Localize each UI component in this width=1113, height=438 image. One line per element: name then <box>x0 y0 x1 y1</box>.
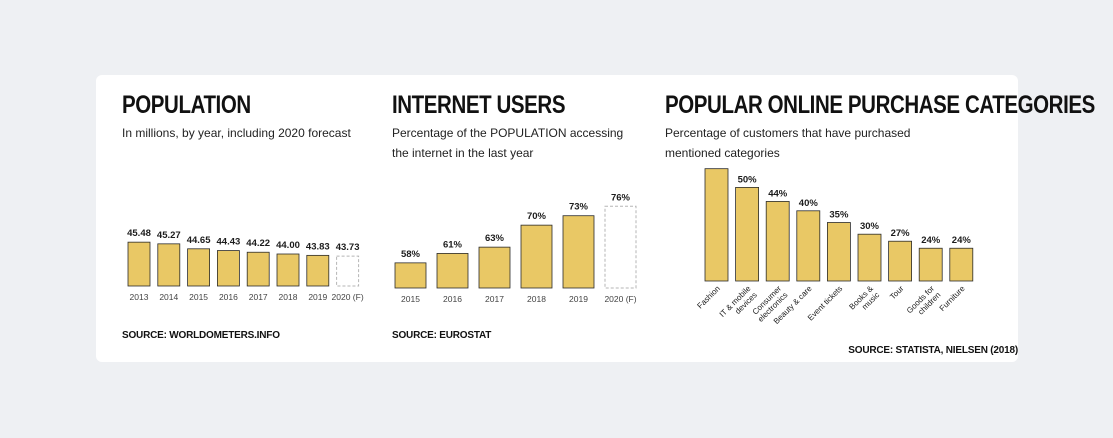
population-bar <box>187 248 210 287</box>
internet-users-value-label: 73% <box>569 202 589 213</box>
categories-source: SOURCE: STATISTA, NIELSEN (2018) <box>848 345 1018 356</box>
internet-users-bar <box>394 262 427 289</box>
category-value-label: 44% <box>768 188 788 199</box>
internet-users-value-label: 61% <box>443 239 463 250</box>
population-bar <box>306 254 330 287</box>
internet-users-tick-label: 2015 <box>401 294 420 304</box>
category-value-label: 24% <box>952 235 972 246</box>
population-tick-label: 2015 <box>189 292 208 302</box>
population-bar <box>276 253 300 287</box>
category-bar <box>735 186 759 282</box>
categories-panel: POPULAR ONLINE PURCHASE CATEGORIES Perce… <box>665 75 1095 362</box>
category-value-label: 50% <box>738 174 758 185</box>
internet-users-bar <box>562 215 595 289</box>
category-tick-label-line: Fashion <box>695 284 721 310</box>
category-bar <box>888 240 913 282</box>
category-tick-label: Books &music <box>847 284 881 318</box>
population-source: SOURCE: WORLDOMETERS.INFO <box>122 330 280 341</box>
population-value-label: 45.27 <box>157 230 181 241</box>
category-value-label: 24% <box>921 235 941 246</box>
category-tick-label: Fashion <box>695 284 721 310</box>
population-bar <box>336 255 360 287</box>
internet-users-subtitle: Percentage of the POPULATION accessing t… <box>392 123 623 163</box>
categories-title: POPULAR ONLINE PURCHASE CATEGORIES <box>665 91 1095 119</box>
internet-users-value-label: 63% <box>485 233 505 244</box>
category-value-label: 35% <box>829 210 849 221</box>
population-bar <box>217 250 240 287</box>
internet-users-bar <box>436 253 469 289</box>
internet-users-bar <box>520 224 553 289</box>
population-value-label: 44.00 <box>276 240 300 251</box>
population-value-label: 45.48 <box>127 228 151 239</box>
category-value-label: 30% <box>860 221 880 232</box>
population-title: POPULATION <box>122 91 251 119</box>
internet-users-value-label: 76% <box>611 192 631 203</box>
category-bar <box>796 210 821 282</box>
categories-subtitle: Percentage of customers that have purcha… <box>665 123 910 163</box>
population-value-label: 44.43 <box>217 237 241 248</box>
category-value-label: 27% <box>891 228 911 239</box>
internet-users-title: INTERNET USERS <box>392 91 566 119</box>
category-tick-label-line: Furniture <box>938 284 967 313</box>
internet-users-bar <box>478 246 511 289</box>
internet-users-tick-label: 2020 (F) <box>604 294 636 304</box>
population-tick-label: 2013 <box>130 292 149 302</box>
category-tick-label: Tour <box>888 284 906 302</box>
category-bar <box>704 168 729 282</box>
categories-subtitle-line1: Percentage of customers that have purcha… <box>665 126 911 140</box>
population-value-label: 44.65 <box>187 235 211 246</box>
internet-users-value-label: 58% <box>401 249 421 260</box>
category-bar <box>857 233 882 282</box>
population-tick-label: 2019 <box>308 292 327 302</box>
population-value-label: 43.83 <box>306 241 330 252</box>
internet-users-chart: 58% 2015 61% 2016 63% 2017 70% 2018 73% 2019 76% 20… <box>394 192 637 304</box>
population-bar <box>127 241 151 287</box>
internet-subtitle-line2: the internet in the last year <box>392 146 534 160</box>
internet-users-tick-label: 2016 <box>443 294 462 304</box>
internet-users-tick-label: 2017 <box>485 294 504 304</box>
internet-users-tick-label: 2018 <box>527 294 546 304</box>
category-value-label: 40% <box>799 198 819 209</box>
population-tick-label: 2014 <box>159 292 178 302</box>
infographic-card: POPULATION In millions, by year, includi… <box>96 75 1095 362</box>
category-tick-label: IT & mobiledevices <box>718 284 760 326</box>
internet-subtitle-line1: Percentage of the POPULATION accessing <box>392 126 624 140</box>
population-tick-label: 2016 <box>219 292 238 302</box>
category-bar <box>949 247 974 282</box>
population-value-label: 43.73 <box>336 242 360 253</box>
internet-users-bar <box>604 205 637 289</box>
population-chart: 45.48 2013 45.27 2014 44.65 2015 44.43 2016 44.2… <box>127 228 364 302</box>
internet-users-panel: INTERNET USERS Percentage of the POPULAT… <box>392 75 652 362</box>
internet-users-tick-label: 2019 <box>569 294 588 304</box>
category-tick-label: Goods forchildren <box>905 284 943 322</box>
population-tick-label: 2020 (F) <box>332 292 364 302</box>
population-bar <box>246 251 270 287</box>
population-panel: POPULATION In millions, by year, includi… <box>122 75 372 362</box>
population-value-label: 44.22 <box>246 238 270 249</box>
population-bar <box>157 243 181 287</box>
internet-users-value-label: 70% <box>527 211 547 222</box>
category-bar <box>826 222 851 282</box>
category-bar <box>918 247 943 282</box>
population-subtitle: In millions, by year, including 2020 for… <box>122 126 351 140</box>
population-tick-label: 2018 <box>279 292 298 302</box>
categories-subtitle-line2: mentioned categories <box>665 146 780 160</box>
population-tick-label: 2017 <box>249 292 268 302</box>
internet-users-source: SOURCE: EUROSTAT <box>392 330 492 341</box>
category-tick-label-line: Tour <box>888 284 906 302</box>
category-bar <box>765 201 790 282</box>
category-tick-label: Furniture <box>938 284 967 313</box>
category-value-label: 58% <box>707 165 727 167</box>
